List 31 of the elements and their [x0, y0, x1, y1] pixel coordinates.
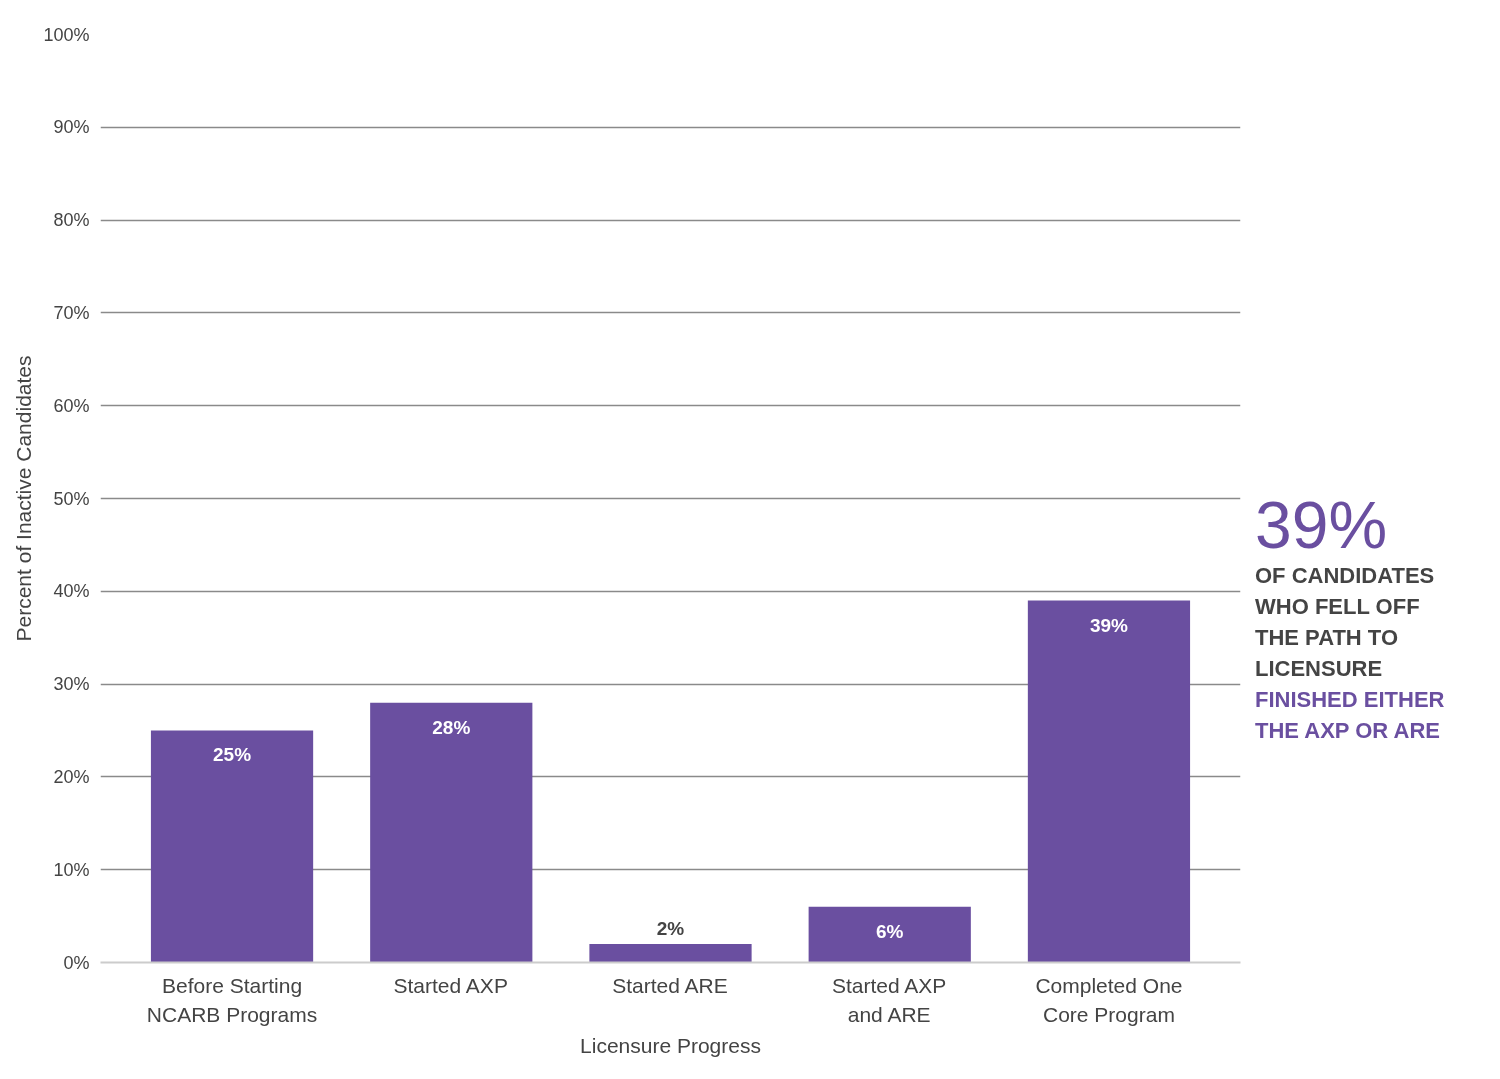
data-label: 25% — [213, 744, 252, 766]
data-label: 2% — [656, 918, 685, 940]
bar — [150, 730, 314, 963]
y-tick-label: 50% — [53, 488, 90, 509]
y-tick-label: 40% — [53, 581, 90, 602]
text: FINISHED EITHER THE AXP OR ARE — [1255, 686, 1446, 745]
data-label: 6% — [876, 920, 904, 942]
y-tick-label: 10% — [53, 859, 90, 880]
y-tick-label: 60% — [53, 395, 90, 416]
bar — [808, 906, 971, 963]
data-label: 28% — [432, 716, 471, 738]
x-tick-label: Started ARE — [612, 973, 728, 997]
x-tick-label: Started AXP and ARE — [831, 973, 947, 1027]
text: OF CANDIDATES WHO FELL OFF THE PATH TO LICENSURE — [1255, 563, 1435, 681]
bar — [1027, 600, 1191, 963]
y-tick-label: 20% — [53, 766, 90, 787]
y-tick-label: 30% — [53, 674, 90, 695]
x-tick-label: Before Starting NCARB Programs — [146, 973, 318, 1027]
y-tick-label: 70% — [53, 302, 90, 323]
x-axis-title: Licensure Progress — [580, 1034, 761, 1058]
x-tick-label: Started AXP — [393, 973, 508, 997]
y-tick-label: 80% — [53, 210, 90, 231]
y-tick-label: 90% — [53, 117, 90, 138]
bar — [370, 702, 533, 963]
y-tick-label: 100% — [43, 24, 90, 45]
y-axis-title: Percent of Inactive Candidates — [12, 355, 36, 642]
x-tick-label: Completed One Core Program — [1035, 973, 1183, 1027]
bar — [589, 943, 752, 963]
text: 39% — [1255, 488, 1389, 562]
data-label: 39% — [1089, 614, 1129, 636]
y-tick-label: 0% — [63, 952, 90, 973]
